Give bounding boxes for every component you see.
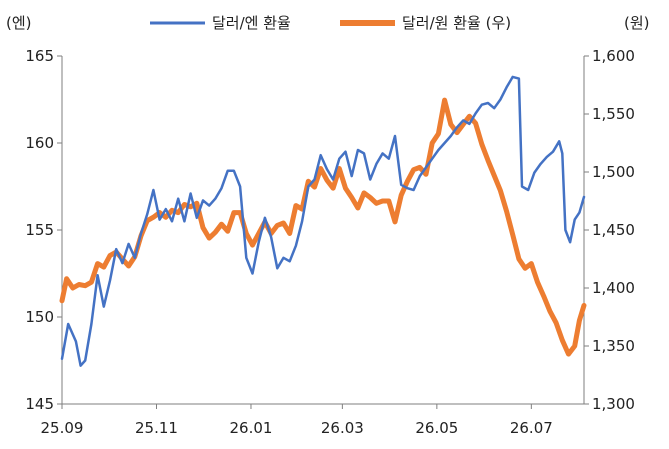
x-tick-label: 26.03 bbox=[321, 419, 364, 437]
usd-jpy-line bbox=[60, 75, 586, 367]
left-tick-label: 165 bbox=[25, 47, 54, 65]
right-tick-label: 1,450 bbox=[592, 221, 635, 239]
legend-label-usd-krw: 달러/원 환율 (우) bbox=[402, 14, 511, 32]
right-tick-label: 1,600 bbox=[592, 47, 635, 65]
axes bbox=[61, 56, 585, 405]
x-tick-label: 25.09 bbox=[41, 419, 84, 437]
legend: 달러/엔 환율 달러/원 환율 (우) bbox=[150, 14, 511, 32]
usd-krw-line bbox=[59, 97, 587, 357]
right-axis-ticks: 1,300 1,350 1,400 1,450 1,500 1,550 1,600 bbox=[584, 47, 635, 413]
x-tick-label: 26.01 bbox=[229, 419, 272, 437]
left-tick-label: 145 bbox=[25, 395, 54, 413]
left-tick-label: 160 bbox=[25, 134, 54, 152]
left-axis-ticks: 145 150 155 160 165 bbox=[25, 47, 62, 413]
right-axis-unit-label: (원) bbox=[624, 14, 650, 32]
right-tick-label: 1,300 bbox=[592, 395, 635, 413]
left-axis-unit-label: (엔) bbox=[6, 14, 32, 32]
legend-label-usd-jpy: 달러/엔 환율 bbox=[212, 14, 291, 32]
right-tick-label: 1,350 bbox=[592, 337, 635, 355]
left-tick-label: 150 bbox=[25, 308, 54, 326]
x-tick-label: 26.07 bbox=[510, 419, 553, 437]
x-tick-label: 26.05 bbox=[415, 419, 458, 437]
x-tick-label: 25.11 bbox=[135, 419, 178, 437]
right-tick-label: 1,500 bbox=[592, 163, 635, 181]
right-tick-label: 1,400 bbox=[592, 279, 635, 297]
series-lines bbox=[59, 75, 587, 367]
left-tick-label: 155 bbox=[25, 221, 54, 239]
x-axis-ticks: 25.09 25.11 26.01 26.03 26.05 26.07 bbox=[41, 404, 553, 437]
right-tick-label: 1,550 bbox=[592, 105, 635, 123]
